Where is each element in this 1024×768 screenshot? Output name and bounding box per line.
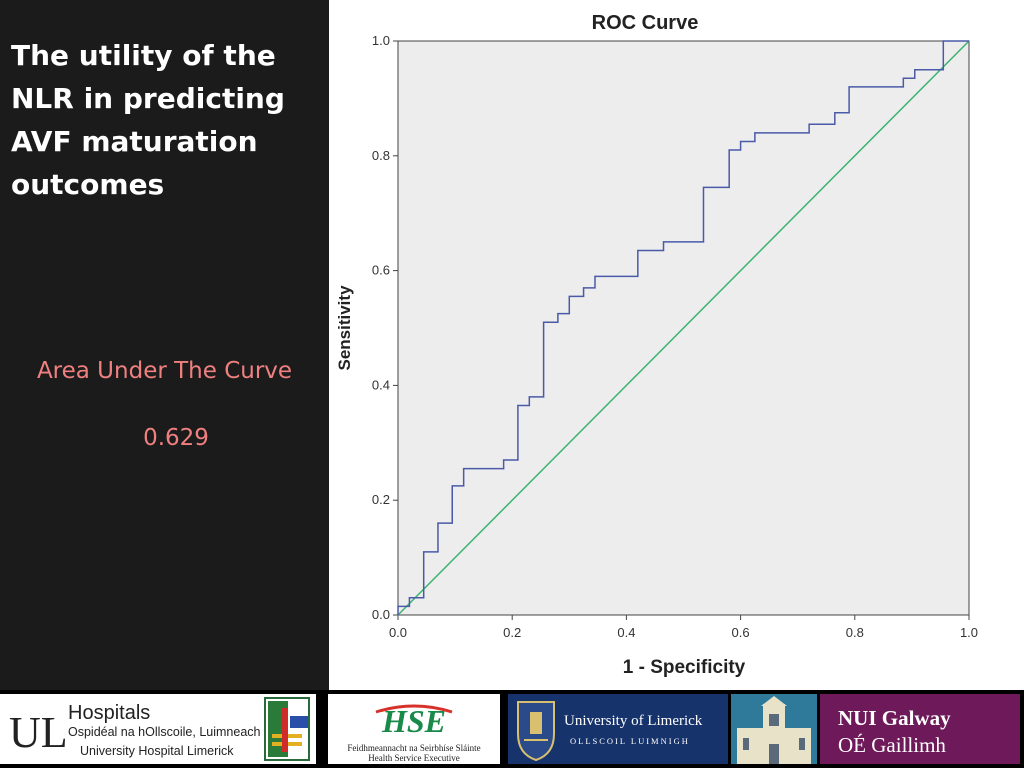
roc-point [557,313,559,315]
ul-hospitals-title: Hospitals [68,702,150,724]
roc-point [942,69,944,71]
roc-point [637,275,639,277]
building-icon [731,694,817,764]
hse-logo: HSE Feidhmeannacht na Seirbhíse Sláinte … [328,694,500,764]
roc-point [808,132,810,134]
slide-title: The utility of the NLR in predicting AVF… [11,39,285,201]
roc-point [834,112,836,114]
roc-point [582,287,585,289]
roc-point [968,40,970,42]
university-name: University of Limerick [564,713,703,729]
roc-point [637,249,639,252]
roc-point [463,468,465,470]
roc-point [740,140,742,143]
nui-galway-name: NUI Galway [838,706,951,730]
roc-point [942,40,944,42]
x-tick-label: 0.4 [617,625,635,640]
hse-english-name: Health Service Executive [368,753,459,763]
roc-point [517,404,519,407]
roc-point [702,186,705,188]
hse-irish-name: Feidhmeannacht na Seirbhíse Sláinte [347,743,480,753]
roc-point [848,86,850,88]
roc-chart-svg: ROC Curve 0.00.20.40.60.81.0 0.0 0.2 0.4 0.… [335,12,978,678]
roc-point [754,132,756,134]
nui-galway-irish-name: OÉ Gaillimh [838,733,946,757]
roc-point [902,86,904,88]
roc-chart: ROC Curve 0.0 0.2 0.4 0.6 0.8 1.0 0.0 0.2 0.4 0.… [329,0,1024,690]
y-tick-label: 0.8 [372,148,390,163]
ul-hospitals-irish: Ospidéal na hOllscoile, Luimneach [68,725,261,739]
x-tick-label: 0.2 [503,625,521,640]
x-axis-label: 1 - Specificity [623,657,746,678]
roc-point [902,77,904,79]
roc-point [582,295,585,298]
y-axis-label: Sensitivity [335,285,354,371]
ul-hospitals-logo: UL Hospitals Ospidéal na hOllscoile, Lui… [0,694,316,764]
roc-point [408,605,411,607]
roc-point [451,522,453,524]
auc-value: 0.629 [143,425,209,451]
reference-line [397,40,970,616]
roc-point [397,614,399,616]
roc-point [914,77,916,79]
y-axis: 0.0 0.2 0.4 0.6 0.8 1.0 [372,33,398,622]
roc-point [568,313,570,315]
roc-point [728,186,730,188]
ul-letters: UL [9,708,68,757]
university-irish-name: OLLSCOIL LUIMNIGH [570,736,690,746]
roc-point [594,287,596,289]
roc-point [754,140,756,143]
y-tick-label: 0.0 [372,607,390,622]
roc-point [702,241,705,243]
roc-point [423,551,425,553]
roc-point [528,404,530,407]
galway-building-logo [731,694,817,764]
chart-title: ROC Curve [592,12,699,34]
roc-point [728,149,730,151]
roc-point [662,241,665,243]
roc-point [528,396,530,398]
left-panel: The utility of the NLR in predicting AVF… [0,0,329,690]
x-axis: 0.0 0.2 0.4 0.6 0.8 1.0 [389,615,978,640]
y-tick-label: 1.0 [372,33,390,48]
roc-point [397,605,399,607]
roc-point [423,597,425,599]
roc-point [543,396,545,398]
hse-swoosh-icon [375,704,453,714]
roc-point [557,321,559,323]
roc-point [808,123,810,125]
x-tick-label: 0.0 [389,625,407,640]
roc-point [662,249,665,252]
roc-point [463,485,465,487]
roc-point [914,69,916,71]
roc-point [408,597,411,599]
y-tick-label: 0.2 [372,492,390,507]
y-tick-label: 0.4 [372,377,390,392]
roc-point [437,551,439,553]
roc-point [834,123,836,125]
roc-point [848,112,850,114]
ul-hospitals-english: University Hospital Limerick [80,744,234,758]
x-tick-label: 0.8 [846,625,864,640]
ul-emblem-icon [264,697,310,761]
roc-point [568,295,570,298]
logo-footer: UL Hospitals Ospidéal na hOllscoile, Lui… [0,690,1024,768]
x-tick-label: 1.0 [960,625,978,640]
roc-point [740,149,742,151]
roc-point [503,468,505,470]
roc-point [451,485,453,487]
roc-point [503,459,505,461]
auc-label: Area Under The Curve [36,358,293,384]
x-tick-label: 0.6 [732,625,750,640]
nui-galway-logo: NUI Galway OÉ Gaillimh [820,694,1020,764]
crest-icon [517,701,555,762]
roc-point [543,321,545,323]
y-tick-label: 0.6 [372,263,390,278]
roc-point [437,522,439,524]
roc-point [594,275,596,277]
roc-point [517,459,519,461]
roc-curve-points [397,40,970,616]
university-of-limerick-logo: University of Limerick OLLSCOIL LUIMNIGH [508,694,728,764]
